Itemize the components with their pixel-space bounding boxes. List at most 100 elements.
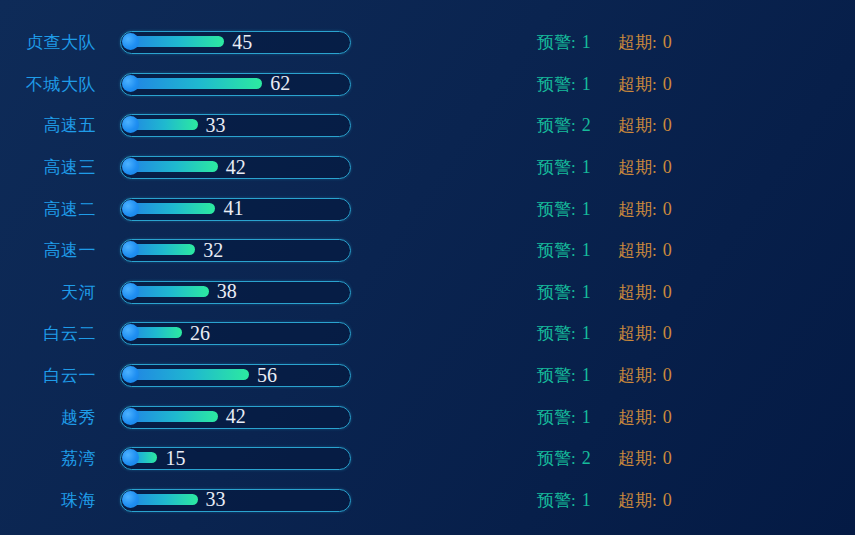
overdue-label: 超期: (618, 156, 657, 179)
brigade-row: 天河 38 预警: 1 超期: 0 (0, 272, 855, 314)
brigade-row: 高速一 32 预警: 1 超期: 0 (0, 230, 855, 272)
warning-label: 预警: (537, 447, 576, 470)
progress-bar-dot-icon (122, 283, 139, 300)
progress-bar-dot-icon (122, 449, 139, 466)
row-stats: 预警: 1 超期: 0 (537, 156, 672, 179)
row-stats: 预警: 2 超期: 0 (537, 447, 672, 470)
overdue-stat: 超期: 0 (618, 489, 672, 512)
progress-bar-value: 42 (226, 157, 246, 177)
row-stats: 预警: 1 超期: 0 (537, 322, 672, 345)
brigade-row: 白云一 56 预警: 1 超期: 0 (0, 355, 855, 397)
progress-bar-track[interactable]: 45 (120, 31, 351, 54)
warning-stat: 预警: 1 (537, 322, 618, 345)
warning-stat: 预警: 1 (537, 364, 618, 387)
overdue-label: 超期: (618, 31, 657, 54)
warning-stat: 预警: 1 (537, 73, 618, 96)
warning-label: 预警: (537, 322, 576, 345)
overdue-stat: 超期: 0 (618, 281, 672, 304)
warning-stat: 预警: 1 (537, 31, 618, 54)
overdue-label: 超期: (618, 73, 657, 96)
warning-stat: 预警: 1 (537, 406, 618, 429)
progress-bar-dot-icon (122, 241, 139, 258)
progress-bar-value: 42 (226, 406, 246, 426)
progress-bar-dot-icon (122, 408, 139, 425)
progress-bar-value: 26 (190, 323, 210, 343)
progress-bar-track[interactable]: 33 (120, 489, 351, 512)
brigade-row: 高速五 33 预警: 2 超期: 0 (0, 105, 855, 147)
warning-stat: 预警: 1 (537, 489, 618, 512)
brigade-label: 越秀 (0, 406, 96, 429)
warning-value: 1 (582, 323, 591, 344)
overdue-label: 超期: (618, 322, 657, 345)
progress-bar-track[interactable]: 56 (120, 364, 351, 387)
overdue-value: 0 (663, 74, 672, 95)
overdue-value: 0 (663, 32, 672, 53)
warning-value: 2 (582, 115, 591, 136)
progress-bar-track[interactable]: 33 (120, 114, 351, 137)
overdue-value: 0 (663, 240, 672, 261)
progress-bar-track[interactable]: 15 (120, 447, 351, 470)
row-stats: 预警: 2 超期: 0 (537, 114, 672, 137)
progress-bar-track[interactable]: 32 (120, 239, 351, 262)
brigade-label: 天河 (0, 281, 96, 304)
overdue-value: 0 (663, 490, 672, 511)
warning-label: 预警: (537, 239, 576, 262)
overdue-stat: 超期: 0 (618, 73, 672, 96)
overdue-value: 0 (663, 448, 672, 469)
overdue-label: 超期: (618, 447, 657, 470)
warning-value: 1 (582, 157, 591, 178)
progress-bar-dot-icon (122, 158, 139, 175)
row-stats: 预警: 1 超期: 0 (537, 198, 672, 221)
progress-bar-track[interactable]: 42 (120, 156, 351, 179)
progress-bar-track[interactable]: 62 (120, 73, 351, 96)
warning-label: 预警: (537, 73, 576, 96)
brigade-row: 高速二 41 预警: 1 超期: 0 (0, 188, 855, 230)
progress-bar-track[interactable]: 38 (120, 281, 351, 304)
progress-bar-dot-icon (122, 324, 139, 341)
overdue-stat: 超期: 0 (618, 239, 672, 262)
overdue-stat: 超期: 0 (618, 364, 672, 387)
row-stats: 预警: 1 超期: 0 (537, 489, 672, 512)
warning-label: 预警: (537, 31, 576, 54)
progress-bar-fill (124, 78, 262, 89)
overdue-stat: 超期: 0 (618, 31, 672, 54)
row-stats: 预警: 1 超期: 0 (537, 406, 672, 429)
warning-stat: 预警: 1 (537, 239, 618, 262)
warning-label: 预警: (537, 114, 576, 137)
overdue-label: 超期: (618, 406, 657, 429)
row-stats: 预警: 1 超期: 0 (537, 281, 672, 304)
warning-label: 预警: (537, 156, 576, 179)
warning-label: 预警: (537, 198, 576, 221)
overdue-value: 0 (663, 323, 672, 344)
overdue-value: 0 (663, 199, 672, 220)
progress-bar-value: 15 (165, 448, 185, 468)
brigade-label: 荔湾 (0, 447, 96, 470)
overdue-value: 0 (663, 365, 672, 386)
brigade-label: 白云一 (0, 364, 96, 387)
progress-bar-track[interactable]: 42 (120, 406, 351, 429)
progress-bar-value: 33 (206, 490, 226, 510)
brigade-row: 贞查大队 45 预警: 1 超期: 0 (0, 22, 855, 64)
brigade-label: 高速五 (0, 114, 96, 137)
brigade-progress-panel: 贞查大队 45 预警: 1 超期: 0 不城大队 62 预警: (0, 0, 855, 535)
progress-bar-value: 45 (232, 32, 252, 52)
progress-bar-value: 56 (257, 365, 277, 385)
progress-bar-value: 33 (206, 115, 226, 135)
overdue-stat: 超期: 0 (618, 406, 672, 429)
progress-bar-fill (124, 36, 224, 47)
row-stats: 预警: 1 超期: 0 (537, 239, 672, 262)
progress-bar-track[interactable]: 26 (120, 322, 351, 345)
progress-bar-value: 32 (203, 240, 223, 260)
warning-value: 1 (582, 240, 591, 261)
brigade-label: 白云二 (0, 322, 96, 345)
progress-bar-value: 41 (223, 198, 243, 218)
progress-bar-dot-icon (122, 200, 139, 217)
brigade-row: 不城大队 62 预警: 1 超期: 0 (0, 64, 855, 106)
progress-bar-track[interactable]: 41 (120, 198, 351, 221)
progress-bar-value: 38 (217, 282, 237, 302)
overdue-value: 0 (663, 282, 672, 303)
overdue-label: 超期: (618, 281, 657, 304)
brigade-label: 高速二 (0, 198, 96, 221)
overdue-value: 0 (663, 407, 672, 428)
brigade-label: 不城大队 (0, 73, 96, 96)
